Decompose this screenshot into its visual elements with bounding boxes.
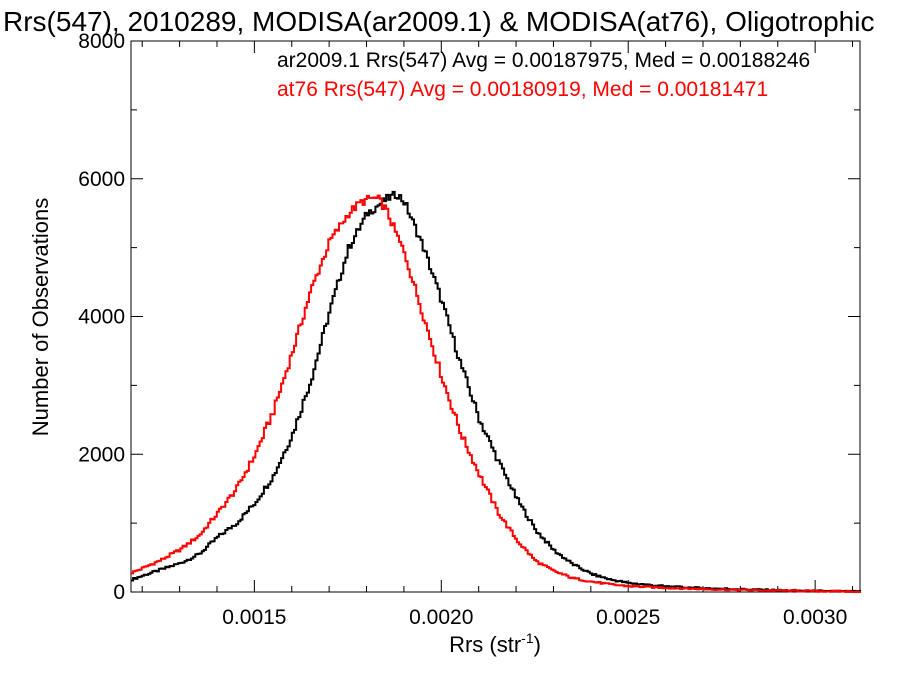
series-line-at76 — [131, 194, 861, 593]
y-axis-ticks: 0 2000 4000 6000 8000 — [78, 30, 860, 604]
plot-area — [130, 40, 861, 593]
legend-entry-at76: at76 Rrs(547) Avg = 0.00180919, Med = 0.… — [277, 78, 768, 101]
legend-entry-ar2009: ar2009.1 Rrs(547) Avg = 0.00187975, Med … — [277, 49, 810, 72]
y-axis-label: Number of Observations — [28, 198, 53, 436]
x-axis-label-superscript: -1 — [521, 630, 534, 646]
y-tick-label: 4000 — [78, 306, 125, 329]
x-axis-label-text: Rrs (str — [449, 632, 521, 657]
x-tick-label: 0.0015 — [222, 606, 286, 629]
x-tick-label: 0.0025 — [596, 606, 660, 629]
x-axis-label-end: ) — [534, 632, 541, 657]
plot-frame — [130, 40, 861, 593]
x-tick-label: 0.0020 — [409, 606, 473, 629]
y-tick-label: 0 — [113, 581, 125, 604]
chart-title: Rrs(547), 2010289, MODISA(ar2009.1) & MO… — [3, 6, 874, 37]
x-tick-label: 0.0030 — [783, 606, 847, 629]
y-tick-label: 8000 — [78, 30, 125, 53]
y-tick-label: 6000 — [78, 168, 125, 191]
x-axis-label: Rrs (str-1) — [449, 630, 541, 657]
series-line-ar20091 — [131, 190, 861, 593]
x-axis-ticks: 0.0015 0.0020 0.0025 0.0030 — [141, 41, 854, 629]
y-tick-label: 2000 — [78, 443, 125, 466]
series-layer — [131, 190, 861, 593]
